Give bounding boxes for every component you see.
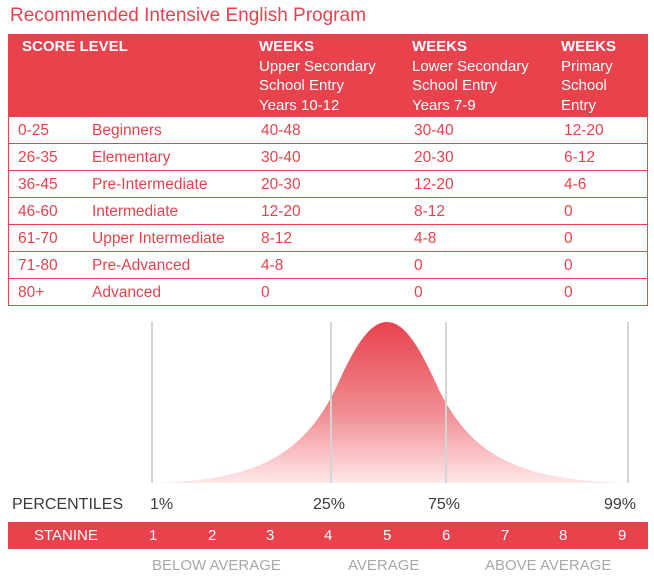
header-upper-secondary: WEEKS Upper Secondary School Entry Years… xyxy=(259,38,376,114)
cell-upper: 8-12 xyxy=(261,230,293,247)
stanine-number: 2 xyxy=(208,527,217,544)
table-row: 0-25 Beginners 40-48 30-40 12-20 xyxy=(9,117,647,144)
category-above-average: ABOVE AVERAGE xyxy=(485,557,612,574)
percentiles-label: PERCENTILES xyxy=(12,496,124,513)
program-table: SCORE LEVEL WEEKS Upper Secondary School… xyxy=(8,34,648,306)
stanine-bar: STANINE 1 2 3 4 5 6 7 8 9 xyxy=(8,522,648,549)
stanine-number: 7 xyxy=(501,527,510,544)
stanine-number: 6 xyxy=(442,527,451,544)
cell-score: 61-70 xyxy=(18,230,58,247)
cell-primary: 4-6 xyxy=(564,176,587,193)
table-body: 0-25 Beginners 40-48 30-40 12-20 26-35 E… xyxy=(8,117,648,306)
cell-primary: 0 xyxy=(564,230,573,247)
cell-score: 26-35 xyxy=(18,149,58,166)
cell-primary: 12-20 xyxy=(564,122,604,139)
page-title: Recommended Intensive English Program xyxy=(10,5,366,26)
cell-lower: 12-20 xyxy=(414,176,454,193)
percentile-value: 1% xyxy=(150,496,174,513)
stanine-number: 4 xyxy=(324,527,333,544)
stanine-label: STANINE xyxy=(34,527,98,544)
table-header: SCORE LEVEL WEEKS Upper Secondary School… xyxy=(8,34,648,117)
cell-score: 0-25 xyxy=(18,122,50,139)
cell-upper: 40-48 xyxy=(261,122,301,139)
bell-curve xyxy=(152,322,628,483)
stanine-number: 8 xyxy=(559,527,568,544)
table-row: 61-70 Upper Intermediate 8-12 4-8 0 xyxy=(9,225,647,252)
cell-primary: 0 xyxy=(564,203,573,220)
cell-upper: 12-20 xyxy=(261,203,301,220)
cell-primary: 0 xyxy=(564,284,573,301)
cell-lower: 20-30 xyxy=(414,149,454,166)
stanine-number: 3 xyxy=(266,527,275,544)
category-average: AVERAGE xyxy=(348,557,420,574)
header-primary: WEEKS Primary School Entry xyxy=(561,38,617,114)
header-lower-secondary: WEEKS Lower Secondary School Entry Years… xyxy=(412,38,529,114)
table-row: 80+ Advanced 0 0 0 xyxy=(9,279,647,306)
category-below-average: BELOW AVERAGE xyxy=(152,557,281,574)
percentile-value: 75% xyxy=(428,496,461,513)
cell-level: Advanced xyxy=(92,284,161,301)
cell-score: 46-60 xyxy=(18,203,58,220)
table-row: 26-35 Elementary 30-40 20-30 6-12 xyxy=(9,144,647,171)
table-row: 46-60 Intermediate 12-20 8-12 0 xyxy=(9,198,647,225)
cell-level: Pre-Intermediate xyxy=(92,176,208,193)
cell-lower: 4-8 xyxy=(414,230,437,247)
cell-level: Beginners xyxy=(92,122,162,139)
cell-lower: 8-12 xyxy=(414,203,446,220)
bell-curve-chart xyxy=(151,322,629,483)
cell-primary: 0 xyxy=(564,257,573,274)
cell-upper: 30-40 xyxy=(261,149,301,166)
cell-upper: 20-30 xyxy=(261,176,301,193)
percentile-value: 99% xyxy=(604,496,637,513)
table-row: 71-80 Pre-Advanced 4-8 0 0 xyxy=(9,252,647,279)
cell-level: Pre-Advanced xyxy=(92,257,191,274)
stanine-number: 5 xyxy=(383,527,392,544)
cell-lower: 0 xyxy=(414,284,423,301)
cell-lower: 0 xyxy=(414,257,423,274)
stanine-number: 9 xyxy=(618,527,627,544)
cell-score: 71-80 xyxy=(18,257,58,274)
cell-upper: 4-8 xyxy=(261,257,284,274)
cell-level: Elementary xyxy=(92,149,171,166)
cell-level: Intermediate xyxy=(92,203,179,220)
cell-lower: 30-40 xyxy=(414,122,454,139)
cell-score: 80+ xyxy=(18,284,45,301)
table-row: 36-45 Pre-Intermediate 20-30 12-20 4-6 xyxy=(9,171,647,198)
cell-score: 36-45 xyxy=(18,176,58,193)
cell-upper: 0 xyxy=(261,284,270,301)
cell-primary: 6-12 xyxy=(564,149,596,166)
stanine-number: 1 xyxy=(149,527,158,544)
cell-level: Upper Intermediate xyxy=(92,230,225,247)
header-score-level: SCORE LEVEL xyxy=(22,38,128,55)
percentile-value: 25% xyxy=(313,496,346,513)
